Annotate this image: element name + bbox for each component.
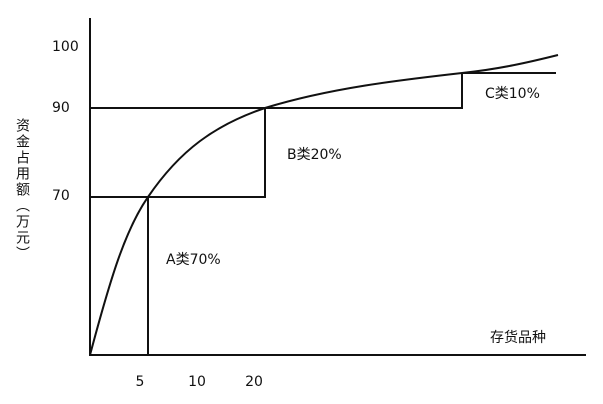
y-tick-label: 90: [52, 100, 70, 116]
x-tick-label: 20: [245, 374, 263, 390]
y-axis-label: 资金占用额（万元）: [14, 118, 30, 262]
y-tick-label: 100: [52, 39, 79, 55]
x-tick-label: 10: [188, 374, 206, 390]
y-tick-label: 70: [52, 188, 70, 204]
x-tick-label: 5: [136, 374, 145, 390]
region-label: A类70%: [166, 252, 221, 268]
region-label: C类10%: [485, 86, 540, 102]
region-label: B类20%: [287, 147, 342, 163]
x-axis-label: 存货品种: [490, 329, 546, 346]
